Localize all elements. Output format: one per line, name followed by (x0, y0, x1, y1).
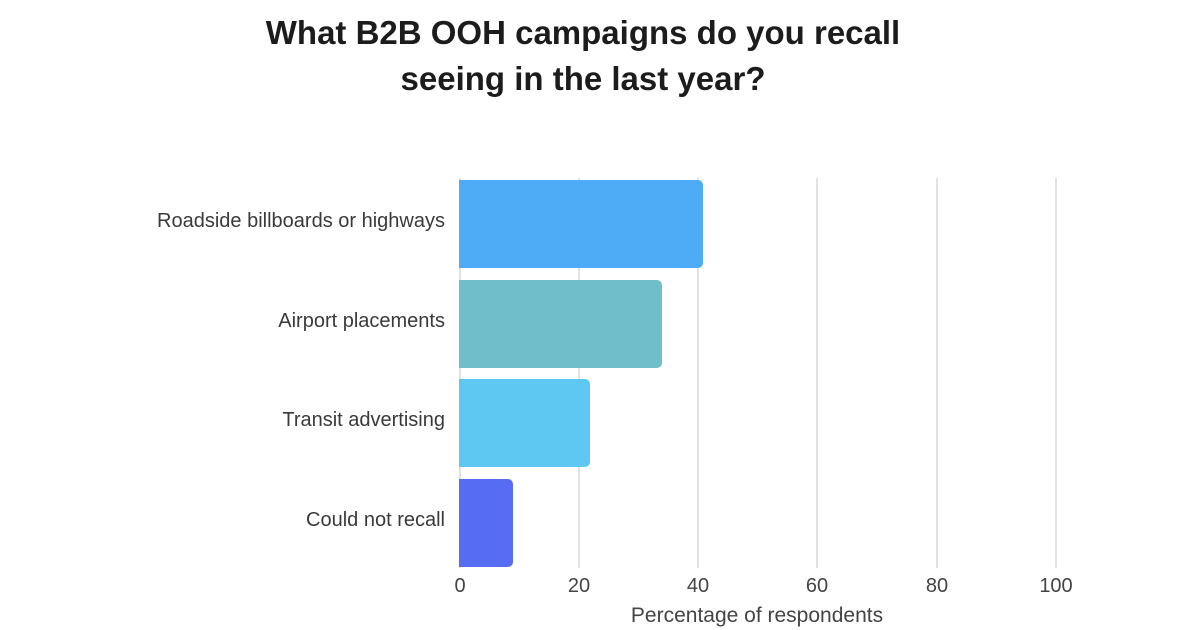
x-tick-label: 80 (925, 575, 949, 597)
x-tick-label: 100 (1039, 575, 1073, 597)
bar-transit-advertising[interactable] (459, 379, 591, 467)
x-axis-label: Percentage of respondents (630, 604, 884, 627)
gridline-80 (936, 178, 938, 568)
plot-area (459, 178, 1057, 568)
x-tick-label: 40 (686, 575, 710, 597)
category-label: Roadside billboards or highways (157, 210, 445, 232)
gridline-0 (459, 178, 461, 568)
category-label: Could not recall (306, 509, 445, 531)
chart-title: What B2B OOH campaigns do you recall see… (0, 10, 1166, 102)
gridline-20 (578, 178, 580, 568)
gridline-60 (816, 178, 818, 568)
gridline-40 (697, 178, 699, 568)
chart-title-line-2: seeing in the last year? (400, 60, 766, 97)
bar-roadside-billboards[interactable] (459, 180, 704, 268)
bar-could-not-recall[interactable] (459, 479, 513, 567)
gridline-100 (1055, 178, 1057, 568)
chart-title-line-1: What B2B OOH campaigns do you recall (265, 14, 901, 51)
x-tick-label: 0 (454, 575, 466, 597)
x-tick-label: 20 (567, 575, 591, 597)
category-label: Transit advertising (282, 409, 445, 431)
bar-airport-placements[interactable] (459, 280, 662, 368)
category-label: Airport placements (278, 310, 445, 332)
x-tick-label: 60 (805, 575, 829, 597)
